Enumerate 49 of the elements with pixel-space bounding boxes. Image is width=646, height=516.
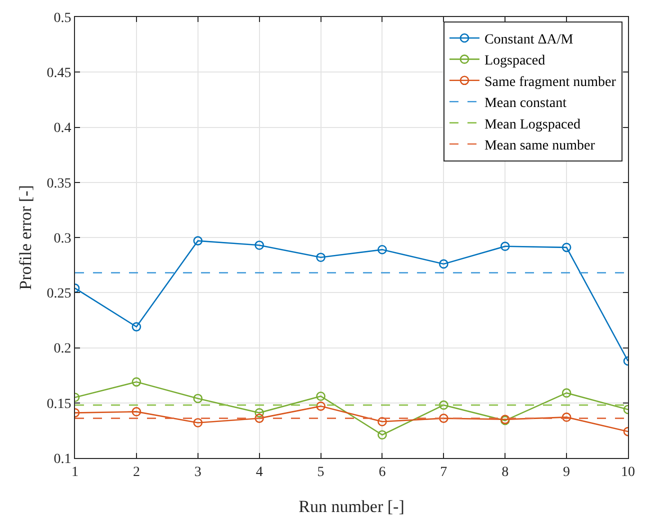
legend-label: Mean same number <box>484 138 596 154</box>
x-tick-label: 9 <box>563 464 570 480</box>
y-tick-label: 0.25 <box>46 286 72 302</box>
y-tick-label: 0.1 <box>54 452 72 467</box>
point <box>439 400 448 410</box>
point <box>439 414 448 423</box>
point <box>378 416 387 426</box>
point <box>562 412 572 422</box>
point <box>562 242 572 252</box>
x-tick-label: 3 <box>194 464 202 480</box>
y-tick-label: 0.5 <box>54 10 72 26</box>
y-tick-label: 0.3 <box>54 231 72 246</box>
point <box>500 242 510 251</box>
y-tick-label: 0.35 <box>46 176 72 192</box>
point <box>254 414 264 423</box>
legend-label: Logspaced <box>484 54 546 69</box>
point <box>316 402 326 411</box>
point <box>316 392 326 401</box>
point <box>316 252 326 262</box>
x-tick-label: 6 <box>378 464 386 480</box>
point <box>132 407 142 416</box>
point <box>132 322 142 332</box>
y-axis-title: Profile error [-] <box>16 185 35 290</box>
point <box>254 240 264 250</box>
point <box>254 408 264 418</box>
point <box>132 377 142 387</box>
x-tick-label: 2 <box>132 464 140 480</box>
point <box>378 244 387 254</box>
x-tick-label: 7 <box>440 464 448 480</box>
legend-label: Mean Logspaced <box>484 117 580 132</box>
point <box>439 259 448 269</box>
legend-label: Mean constant <box>484 96 567 112</box>
point <box>193 418 203 428</box>
y-tick-label: 0.15 <box>46 396 72 412</box>
legend-label: Same fragment number <box>484 74 616 90</box>
x-tick-label: 4 <box>256 464 263 480</box>
point <box>193 236 203 246</box>
x-axis-title: Run number [-] <box>298 497 404 516</box>
x-tick-label: 10 <box>621 464 635 480</box>
x-tick-label: 5 <box>317 464 324 480</box>
y-tick-label: 0.4 <box>54 121 72 136</box>
point <box>193 394 203 404</box>
x-tick-label: 1 <box>72 464 78 480</box>
point <box>562 388 572 398</box>
x-tick-label: 8 <box>502 464 509 480</box>
point <box>378 430 387 440</box>
y-tick-label: 0.2 <box>54 342 72 357</box>
legend-label: Constant ΔA/M <box>484 32 574 48</box>
y-tick-label: 0.45 <box>46 66 72 82</box>
